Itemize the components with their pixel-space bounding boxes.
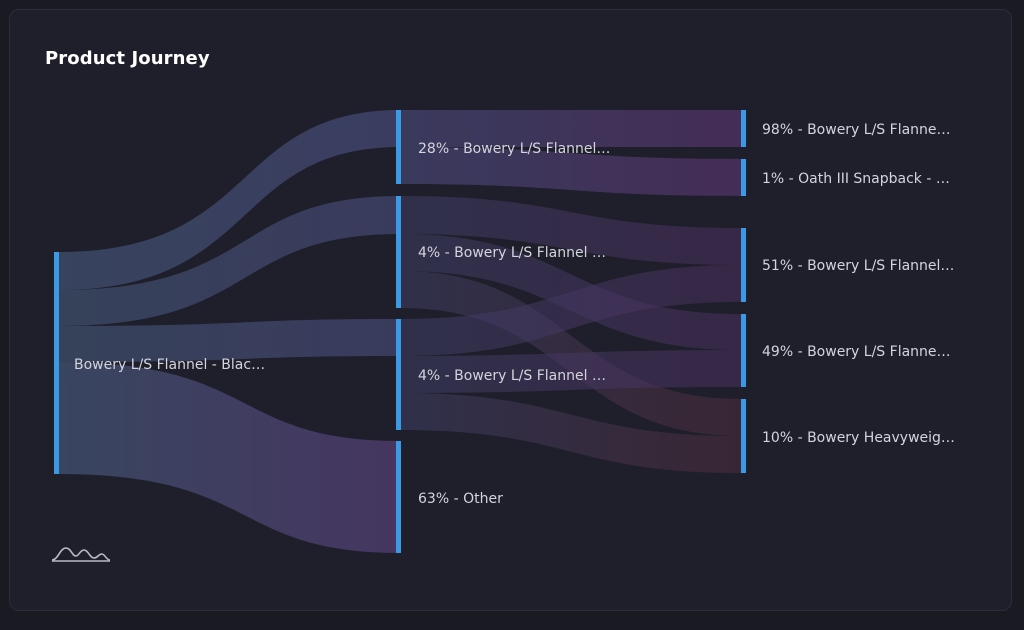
node-label-c2: 1% - Oath III Snapback - …: [762, 171, 950, 187]
node-c4[interactable]: [741, 314, 746, 387]
node-label-b2: 4% - Bowery L/S Flannel …: [418, 245, 606, 261]
node-label-c4: 49% - Bowery L/S Flanne…: [762, 344, 951, 360]
node-label-root: Bowery L/S Flannel - Blac…: [74, 357, 265, 373]
node-b3[interactable]: [396, 319, 401, 430]
link-root-b1: [59, 110, 401, 290]
node-root[interactable]: [54, 252, 59, 474]
node-label-c5: 10% - Bowery Heavyweig…: [762, 430, 955, 446]
node-c1[interactable]: [741, 110, 746, 147]
mountain-logo-icon: [51, 547, 111, 562]
node-label-b4: 63% - Other: [418, 491, 503, 507]
node-c5[interactable]: [741, 399, 746, 473]
node-label-c3: 51% - Bowery L/S Flannel…: [762, 258, 954, 274]
link-b3-c3: [401, 265, 741, 356]
node-label-c1: 98% - Bowery L/S Flanne…: [762, 122, 951, 138]
link-b1-c2: [401, 147, 741, 196]
node-c3[interactable]: [741, 228, 746, 302]
product-journey-card: Product Journey: [9, 9, 1012, 611]
chart-title: Product Journey: [45, 48, 210, 69]
link-root-b2: [59, 196, 401, 326]
node-label-b1: 28% - Bowery L/S Flannel…: [418, 141, 610, 157]
sankey-chart: Bowery L/S Flannel - Blac… 28% - Bowery …: [54, 110, 955, 553]
node-label-b3: 4% - Bowery L/S Flannel …: [418, 368, 606, 384]
node-b4[interactable]: [396, 441, 401, 553]
node-c2[interactable]: [741, 159, 746, 196]
link-b2-c3: [401, 196, 741, 265]
link-b3-c4: [401, 350, 741, 393]
link-b3-c5: [401, 393, 741, 473]
link-b1-c1: [401, 110, 741, 147]
link-root-b3: [59, 319, 401, 362]
link-root-b4: [59, 362, 401, 553]
node-b2[interactable]: [396, 196, 401, 308]
node-b1[interactable]: [396, 110, 401, 184]
